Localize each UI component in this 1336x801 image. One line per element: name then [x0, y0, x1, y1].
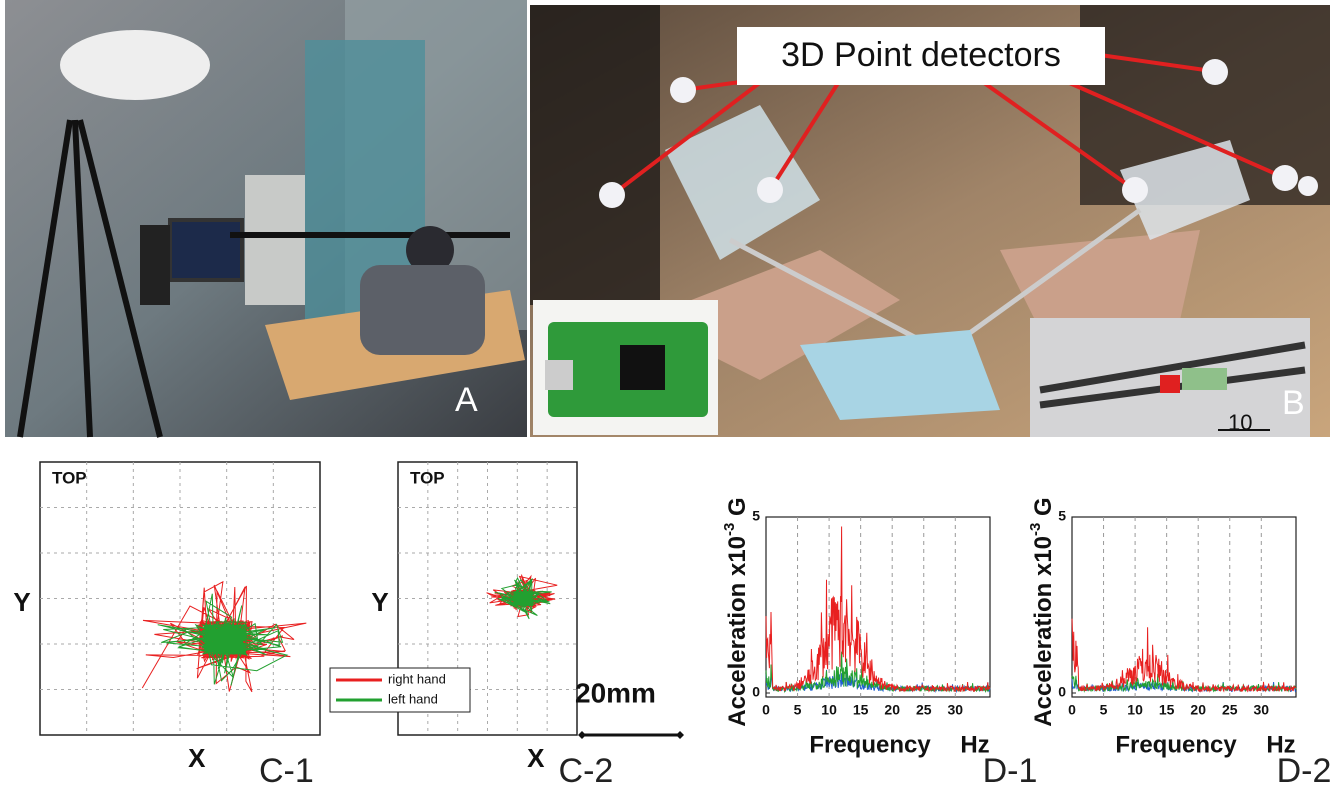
- x-tick-label: 25: [1222, 702, 1238, 718]
- panel-label: D-2: [1277, 752, 1332, 790]
- x-tick-label: 20: [884, 702, 900, 718]
- y-axis-label-part: -3: [721, 523, 738, 536]
- x-tick-label: 20: [1190, 702, 1206, 718]
- y-axis-label: Acceleration x10-3 G: [1027, 497, 1057, 726]
- y-tick-label: 0: [1058, 684, 1066, 700]
- y-axis-label-part: Acceleration x10: [724, 536, 751, 727]
- x-tick-label: 30: [948, 702, 964, 718]
- plot-frame: [1072, 517, 1296, 697]
- photo-a: A: [5, 0, 527, 437]
- x-tick-label: 0: [1068, 702, 1076, 718]
- x-tick-label: 10: [1127, 702, 1143, 718]
- x-tick-label: 15: [853, 702, 869, 718]
- figure: A 3D Point detectors: [0, 0, 1336, 801]
- x-axis-label: X: [188, 743, 206, 773]
- panel-label: D-1: [983, 752, 1038, 790]
- x-tick-label: 25: [916, 702, 932, 718]
- x-tick-label: 10: [821, 702, 837, 718]
- photo-b: 3D Point detectors 10 B: [530, 5, 1330, 437]
- x-axis-label: X: [527, 743, 545, 773]
- y-axis-label-part: G: [1030, 497, 1057, 522]
- x-axis-label: Frequency: [1115, 731, 1237, 758]
- panel-label: C-1: [259, 752, 314, 790]
- x-tick-label: 15: [1159, 702, 1175, 718]
- x-tick-label: 5: [794, 702, 802, 718]
- legend-label: left hand: [388, 691, 438, 706]
- plot-title: TOP: [410, 468, 445, 487]
- y-axis-label: Y: [371, 587, 388, 617]
- x-tick-label: 5: [1100, 702, 1108, 718]
- y-axis-label-part: G: [724, 497, 751, 522]
- y-axis-label-part: -3: [1027, 523, 1044, 536]
- panel-label: B: [1282, 384, 1305, 422]
- y-tick-label: 0: [752, 684, 760, 700]
- legend-label: right hand: [388, 671, 446, 686]
- panel-label: A: [455, 381, 478, 419]
- scale-bar-label: 20mm: [575, 677, 656, 708]
- x-tick-label: 30: [1254, 702, 1270, 718]
- scale-bar-end: [578, 731, 586, 739]
- plot-frame: [766, 517, 990, 697]
- panel-label: C-2: [559, 752, 614, 790]
- callout: 3D Point detectors: [781, 36, 1061, 74]
- scale-bar-end: [676, 731, 684, 739]
- plot-title: TOP: [52, 468, 87, 487]
- x-axis-label: Frequency: [809, 731, 931, 758]
- y-axis-label-part: Acceleration x10: [1030, 536, 1057, 727]
- y-tick-label: 5: [752, 508, 760, 524]
- y-axis-label: Acceleration x10-3 G: [721, 497, 751, 726]
- y-tick-label: 5: [1058, 508, 1066, 524]
- scale-label: 10: [1228, 410, 1252, 435]
- x-tick-label: 0: [762, 702, 770, 718]
- y-axis-label: Y: [13, 587, 30, 617]
